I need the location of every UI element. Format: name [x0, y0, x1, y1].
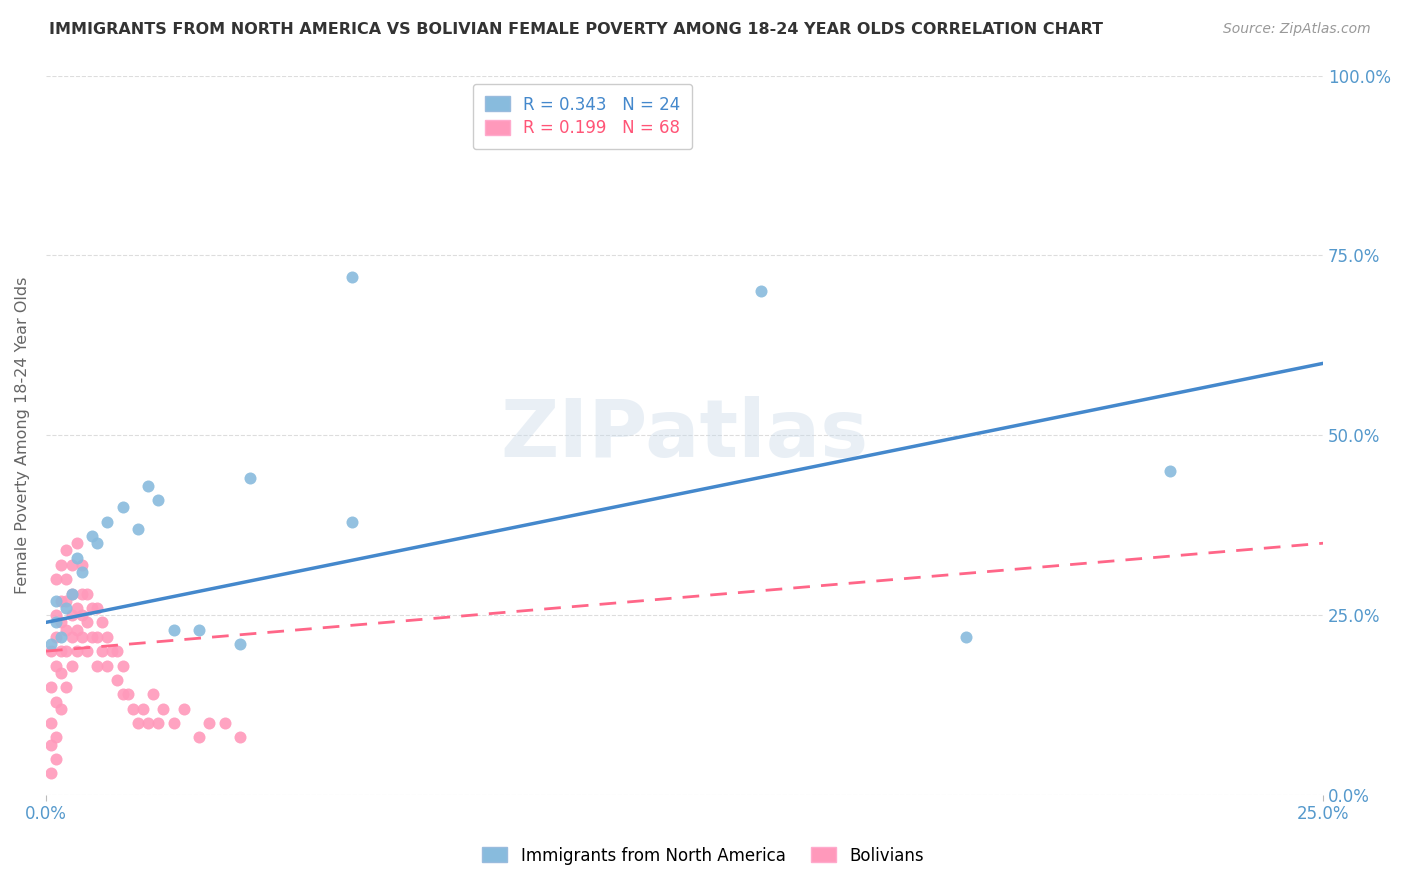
Point	[96, 630, 118, 644]
Point	[65, 550, 87, 565]
Point	[60, 608, 83, 623]
Point	[148, 716, 170, 731]
Point	[955, 630, 977, 644]
Point	[65, 536, 87, 550]
Point	[39, 766, 62, 780]
Point	[107, 644, 129, 658]
Point	[45, 572, 67, 586]
Point	[45, 694, 67, 708]
Point	[60, 586, 83, 600]
Point	[80, 630, 103, 644]
Point	[51, 615, 73, 630]
Point	[65, 623, 87, 637]
Point	[136, 716, 159, 731]
Point	[101, 644, 124, 658]
Point	[55, 572, 77, 586]
Point	[111, 658, 134, 673]
Point	[749, 285, 772, 299]
Point	[39, 738, 62, 752]
Point	[76, 615, 98, 630]
Point	[342, 515, 364, 529]
Point	[70, 558, 93, 572]
Point	[51, 594, 73, 608]
Point	[39, 680, 62, 694]
Point	[111, 687, 134, 701]
Point	[152, 702, 174, 716]
Point	[60, 558, 83, 572]
Point	[55, 623, 77, 637]
Point	[86, 658, 108, 673]
Point	[342, 270, 364, 285]
Point	[55, 680, 77, 694]
Point	[51, 630, 73, 644]
Text: Source: ZipAtlas.com: Source: ZipAtlas.com	[1223, 22, 1371, 37]
Point	[107, 673, 129, 687]
Point	[188, 731, 211, 745]
Point	[91, 615, 114, 630]
Point	[51, 644, 73, 658]
Point	[121, 702, 143, 716]
Point	[80, 601, 103, 615]
Point	[45, 608, 67, 623]
Point	[39, 716, 62, 731]
Point	[229, 731, 252, 745]
Point	[39, 644, 62, 658]
Point	[163, 623, 186, 637]
Point	[117, 687, 139, 701]
Point	[45, 615, 67, 630]
Point	[91, 644, 114, 658]
Y-axis label: Female Poverty Among 18-24 Year Olds: Female Poverty Among 18-24 Year Olds	[15, 277, 30, 594]
Point	[148, 493, 170, 508]
Point	[51, 558, 73, 572]
Point	[239, 471, 262, 485]
Point	[51, 665, 73, 680]
Legend: Immigrants from North America, Bolivians: Immigrants from North America, Bolivians	[474, 838, 932, 873]
Text: ZIPatlas: ZIPatlas	[501, 396, 869, 475]
Point	[70, 630, 93, 644]
Point	[45, 658, 67, 673]
Point	[55, 594, 77, 608]
Point	[96, 515, 118, 529]
Point	[45, 731, 67, 745]
Text: IMMIGRANTS FROM NORTH AMERICA VS BOLIVIAN FEMALE POVERTY AMONG 18-24 YEAR OLDS C: IMMIGRANTS FROM NORTH AMERICA VS BOLIVIA…	[49, 22, 1104, 37]
Point	[127, 716, 149, 731]
Point	[60, 586, 83, 600]
Point	[65, 601, 87, 615]
Point	[86, 536, 108, 550]
Legend: R = 0.343   N = 24, R = 0.199   N = 68: R = 0.343 N = 24, R = 0.199 N = 68	[472, 84, 692, 149]
Point	[70, 565, 93, 579]
Point	[188, 623, 211, 637]
Point	[55, 601, 77, 615]
Point	[60, 630, 83, 644]
Point	[65, 644, 87, 658]
Point	[76, 586, 98, 600]
Point	[198, 716, 221, 731]
Point	[76, 644, 98, 658]
Point	[96, 658, 118, 673]
Point	[55, 644, 77, 658]
Point	[173, 702, 195, 716]
Point	[127, 522, 149, 536]
Point	[45, 630, 67, 644]
Point	[45, 594, 67, 608]
Point	[1159, 464, 1181, 478]
Point	[80, 529, 103, 543]
Point	[163, 716, 186, 731]
Point	[51, 702, 73, 716]
Point	[86, 601, 108, 615]
Point	[229, 637, 252, 651]
Point	[132, 702, 155, 716]
Point	[111, 500, 134, 515]
Point	[214, 716, 236, 731]
Point	[70, 608, 93, 623]
Point	[70, 586, 93, 600]
Point	[86, 630, 108, 644]
Point	[45, 752, 67, 766]
Point	[60, 658, 83, 673]
Point	[55, 543, 77, 558]
Point	[136, 478, 159, 492]
Point	[142, 687, 165, 701]
Point	[39, 637, 62, 651]
